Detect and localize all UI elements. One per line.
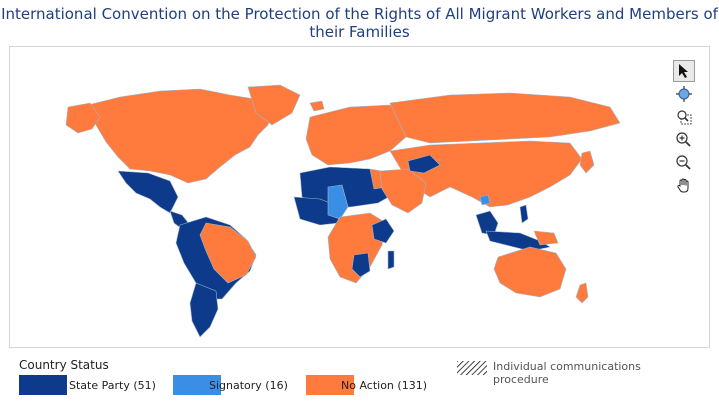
magnifier-box-icon bbox=[677, 110, 692, 125]
region-alaska bbox=[65, 102, 101, 134]
globe-icon bbox=[676, 86, 692, 102]
pan-map-tool[interactable] bbox=[673, 83, 695, 105]
region-north-america bbox=[87, 88, 273, 184]
region-philippines bbox=[519, 204, 529, 224]
region-asia bbox=[389, 140, 583, 208]
region-papua bbox=[533, 230, 559, 246]
zoom-in-icon bbox=[676, 132, 691, 147]
region-new-zealand bbox=[575, 282, 589, 304]
legend-swatch-state-party bbox=[19, 375, 67, 395]
region-europe bbox=[305, 104, 411, 166]
legend-title: Country Status bbox=[19, 358, 109, 372]
zoom-out-icon bbox=[676, 155, 691, 170]
legend: State Party (51) Signatory (16) No Actio… bbox=[19, 375, 539, 395]
region-iceland bbox=[309, 100, 325, 112]
region-middle-east bbox=[379, 168, 427, 214]
region-russia bbox=[389, 92, 621, 144]
world-map[interactable] bbox=[10, 47, 709, 347]
zoom-in-tool[interactable] bbox=[673, 129, 695, 151]
region-central-africa-signatory bbox=[327, 184, 349, 220]
region-australia bbox=[493, 246, 567, 298]
legend-swatch-signatory bbox=[173, 375, 221, 395]
map-viewport[interactable] bbox=[9, 46, 710, 348]
hatch-swatch bbox=[457, 361, 487, 375]
region-japan bbox=[579, 150, 595, 174]
legend-label-state-party: State Party (51) bbox=[69, 379, 156, 392]
select-tool[interactable] bbox=[673, 60, 695, 82]
region-south-america-south bbox=[189, 282, 219, 338]
region-southern-africa bbox=[351, 252, 371, 278]
region-central-asia bbox=[407, 154, 441, 174]
legend-label-no-action: No Action (131) bbox=[341, 379, 427, 392]
map-toolbar bbox=[673, 60, 695, 198]
region-greenland bbox=[247, 84, 301, 126]
map-title: International Convention on the Protecti… bbox=[1, 5, 718, 41]
region-mexico bbox=[117, 170, 179, 214]
zoom-out-tool[interactable] bbox=[673, 152, 695, 174]
arrow-cursor-icon bbox=[679, 64, 688, 78]
region-east-africa bbox=[371, 218, 395, 244]
hatch-label: Individual communications procedure bbox=[493, 360, 641, 386]
region-madagascar bbox=[387, 250, 395, 270]
region-cambodia bbox=[479, 194, 491, 206]
region-se-asia bbox=[475, 210, 499, 236]
zoom-box-tool[interactable] bbox=[673, 106, 695, 128]
hand-icon bbox=[677, 178, 689, 193]
region-brazil bbox=[199, 222, 257, 284]
legend-label-signatory: Signatory (16) bbox=[209, 379, 288, 392]
hand-pan-tool[interactable] bbox=[673, 175, 695, 197]
legend-swatch-no-action bbox=[306, 375, 354, 395]
